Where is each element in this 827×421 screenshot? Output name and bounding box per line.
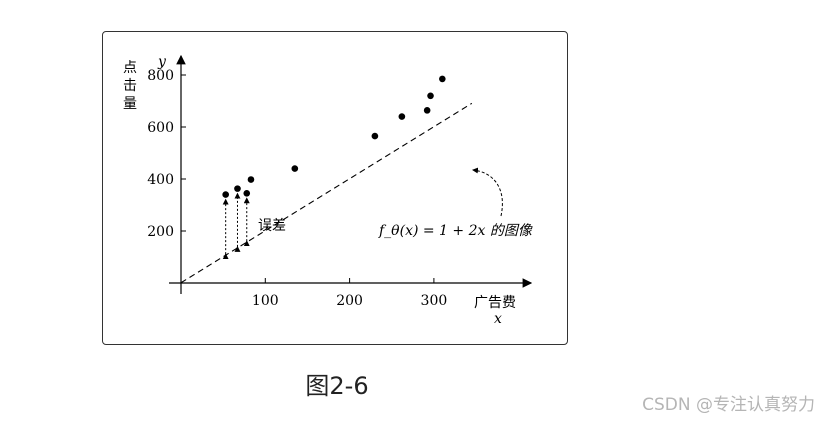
function-pointer-arrow xyxy=(472,167,503,217)
data-point xyxy=(234,185,241,192)
data-point xyxy=(423,107,431,114)
model-line xyxy=(180,102,473,284)
x-axis-label: 广告费 xyxy=(474,295,516,311)
data-point xyxy=(439,75,446,83)
data-point xyxy=(398,113,406,120)
y-tick-label: 800 xyxy=(147,68,174,84)
chart-frame: 100 200 300 200 400 600 800 y 点击量 广告费 x 误差 f_… xyxy=(102,31,568,345)
data-point xyxy=(247,176,255,183)
x-axis-symbol: x xyxy=(494,311,502,327)
y-tick-label: 600 xyxy=(147,120,174,136)
data-point xyxy=(243,190,251,197)
x-tick-label: 300 xyxy=(421,293,448,309)
data-point xyxy=(427,92,434,100)
x-tick-label: 200 xyxy=(336,293,363,309)
figure-caption: 图2-6 xyxy=(305,372,369,400)
y-tick-label: 400 xyxy=(147,172,174,188)
data-point xyxy=(371,132,379,140)
data-point xyxy=(222,191,229,198)
x-tick-label: 100 xyxy=(252,293,279,309)
y-tick-label: 200 xyxy=(147,224,174,240)
y-axis-symbol: y xyxy=(157,54,167,70)
function-annotation: f_θ(x) = 1 + 2x 的图像 xyxy=(378,223,533,239)
scatter-plot: 100 200 300 200 400 600 800 y 点击量 广告费 x 误差 f_… xyxy=(123,54,533,327)
data-point xyxy=(291,165,299,172)
watermark: CSDN @专注认真努力 xyxy=(642,395,815,415)
y-axis-label: 点击量 xyxy=(123,60,137,112)
error-annotation: 误差 xyxy=(258,218,286,234)
